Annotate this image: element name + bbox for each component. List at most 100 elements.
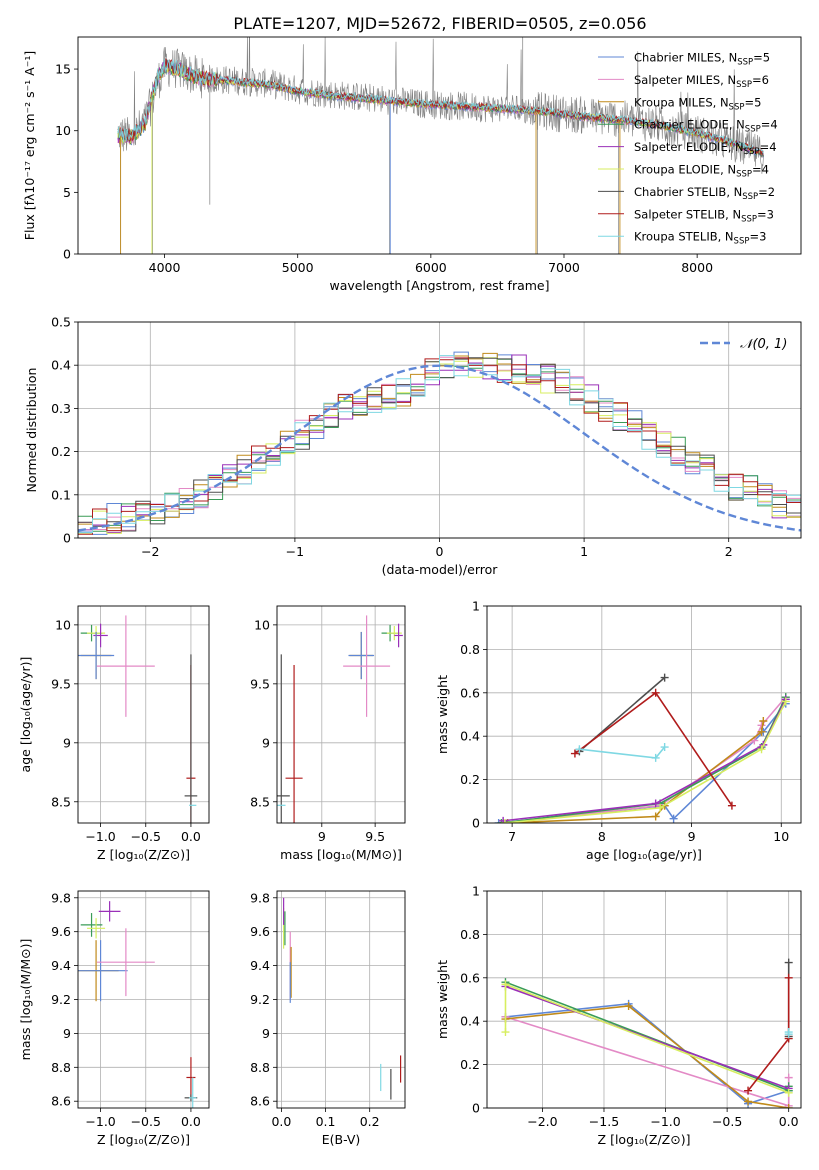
grid	[78, 321, 801, 539]
y-tick-label: 0	[63, 531, 71, 546]
legend-entry-suffix: =5	[744, 95, 761, 109]
x-tick-label: 4000	[149, 260, 181, 275]
y-tick-label: 9.5	[250, 676, 270, 691]
axes-border	[77, 36, 802, 255]
x-tick-label: 8	[598, 829, 606, 844]
weight-marker	[651, 753, 660, 762]
x-tick-label: −1.0	[650, 1114, 680, 1129]
model-spectrum-line	[117, 58, 764, 154]
weight-line	[504, 701, 787, 823]
y-tick-label: 0	[63, 247, 71, 262]
x-tick-label: −1.5	[589, 1114, 619, 1129]
x-axis-label: age [log₁₀(age/yr)]	[586, 847, 702, 862]
weight-marker	[501, 980, 510, 989]
x-tick-label: −2	[141, 544, 159, 559]
axes-frame: 7 8 9 10 0 0.2 0.4 0.6 0.8 1 age [log₁₀(age/yr)] ma…	[435, 599, 802, 862]
y-tick-label: 5	[63, 185, 71, 200]
y-tick-label: 0.4	[51, 358, 71, 373]
legend-entry: Kroupa MILES, NSSP=5	[634, 95, 761, 112]
error-point	[394, 623, 403, 648]
y-tick-label: 8.5	[250, 794, 270, 809]
error-point	[96, 615, 155, 717]
error-point	[80, 913, 103, 937]
legend: 𝒩(0, 1)	[700, 337, 787, 352]
weight-marker	[784, 1028, 793, 1037]
plot-area	[501, 958, 793, 1108]
y-tick-label: 8.5	[51, 794, 71, 809]
x-tick-label: 2	[725, 544, 733, 559]
figure-title: PLATE=1207, MJD=52672, FIBERID=0505, z=0…	[233, 14, 646, 33]
axes-border	[276, 890, 406, 1109]
legend-entry-subscript: SSP	[741, 214, 757, 224]
weight-marker	[744, 1097, 753, 1106]
x-axis-label: (data-model)/error	[382, 562, 499, 577]
grid	[78, 606, 209, 823]
y-tick-label: 0.3	[51, 401, 71, 416]
weight-marker	[494, 819, 503, 823]
age-vs-mass-panel: 9 9.5 8.5 9 9.5 10 mass [log₁₀(M/M⊙)]	[250, 605, 406, 862]
y-tick-label: 9.4	[250, 958, 270, 973]
weight-line	[747, 977, 790, 1092]
x-tick-label: −2.0	[527, 1114, 557, 1129]
y-tick-label: 9.5	[51, 676, 71, 691]
residual-histogram	[78, 358, 801, 532]
y-tick-label: 0.2	[460, 772, 480, 787]
x-tick-label: −0.5	[712, 1114, 742, 1129]
age-vs-metallicity-panel: −1.0 −0.5 0.0 8.5 9 9.5 10 Z [log₁₀(Z/Z⊙)] age […	[18, 605, 210, 862]
residual-histogram	[78, 357, 801, 532]
axes-border	[77, 890, 210, 1109]
legend-entry-text: Salpeter MILES, N	[634, 73, 736, 87]
plot-area	[78, 351, 801, 535]
error-point	[96, 928, 155, 997]
y-axis-label: mass [log₁₀(M/M⊙)]	[18, 939, 33, 1061]
y-tick-label: 0	[472, 816, 480, 831]
legend-entry: Salpeter STELIB, NSSP=3	[634, 207, 774, 224]
weight-marker	[660, 673, 669, 682]
legend-entry-text: Kroupa ELODIE, N	[634, 163, 736, 177]
legend-entry-subscript: SSP	[729, 102, 745, 112]
y-tick-label: 9	[262, 735, 270, 750]
legend-entry-subscript: SSP	[736, 170, 752, 180]
x-tick-label: 7	[508, 829, 516, 844]
x-tick-label: 8000	[681, 260, 713, 275]
legend-entry-text: Chabrier STELIB, N	[634, 185, 742, 199]
y-tick-label: 9	[63, 735, 71, 750]
legend-entry-subscript: SSP	[736, 80, 752, 90]
legend-entry: Chabrier MILES, NSSP=5	[634, 51, 770, 68]
axes-frame: 0.0 0.1 0.2 8.6 8.8 9 9.2 9.4 9.6 9.8 E(B-V)	[250, 890, 406, 1147]
axes-frame: 4000 5000 6000 7000 8000 0 5 10 15 wavelength [An…	[22, 36, 802, 293]
axes-border	[77, 321, 802, 539]
axes-frame: −2.0 −1.5 −1.0 −0.5 0.0 0 0.2 0.4 0.6 0.8 1 Z [log₁…	[435, 884, 802, 1147]
y-tick-label: 8.8	[51, 1060, 71, 1075]
y-axis-label: mass weight	[435, 675, 450, 754]
legend-entry-text: Kroupa STELIB, N	[634, 230, 734, 244]
weight-marker	[759, 717, 768, 726]
y-tick-label: 10	[55, 123, 71, 138]
y-tick-label: 8.6	[250, 1094, 270, 1109]
legend-entry-suffix: =2	[758, 185, 775, 199]
weight-line	[505, 1002, 789, 1105]
weight-marker	[570, 749, 579, 758]
y-tick-label: 0.8	[460, 642, 480, 657]
error-point	[348, 631, 375, 680]
observed-spectrum	[117, 37, 764, 174]
y-tick-label: 0.6	[460, 970, 480, 985]
legend-entry-text: Kroupa MILES, N	[634, 95, 729, 109]
x-tick-label: 10	[773, 829, 789, 844]
x-tick-label: 0	[436, 544, 444, 559]
x-axis-label: wavelength [Angstrom, rest frame]	[329, 278, 549, 293]
legend-entry: Kroupa STELIB, NSSP=3	[634, 230, 766, 247]
y-tick-label: 9.8	[51, 890, 71, 905]
x-tick-label: 6000	[415, 260, 447, 275]
y-tick-label: 9.8	[250, 890, 270, 905]
grid	[277, 891, 405, 1108]
axes-border	[486, 605, 802, 824]
y-tick-label: 0.8	[460, 927, 480, 942]
error-point	[78, 940, 128, 1002]
weight-marker	[727, 801, 736, 810]
y-tick-label: 0.4	[460, 1014, 480, 1029]
weight-marker	[669, 814, 678, 823]
y-tick-label: 0	[472, 1101, 480, 1116]
x-tick-label: −1.0	[85, 829, 115, 844]
